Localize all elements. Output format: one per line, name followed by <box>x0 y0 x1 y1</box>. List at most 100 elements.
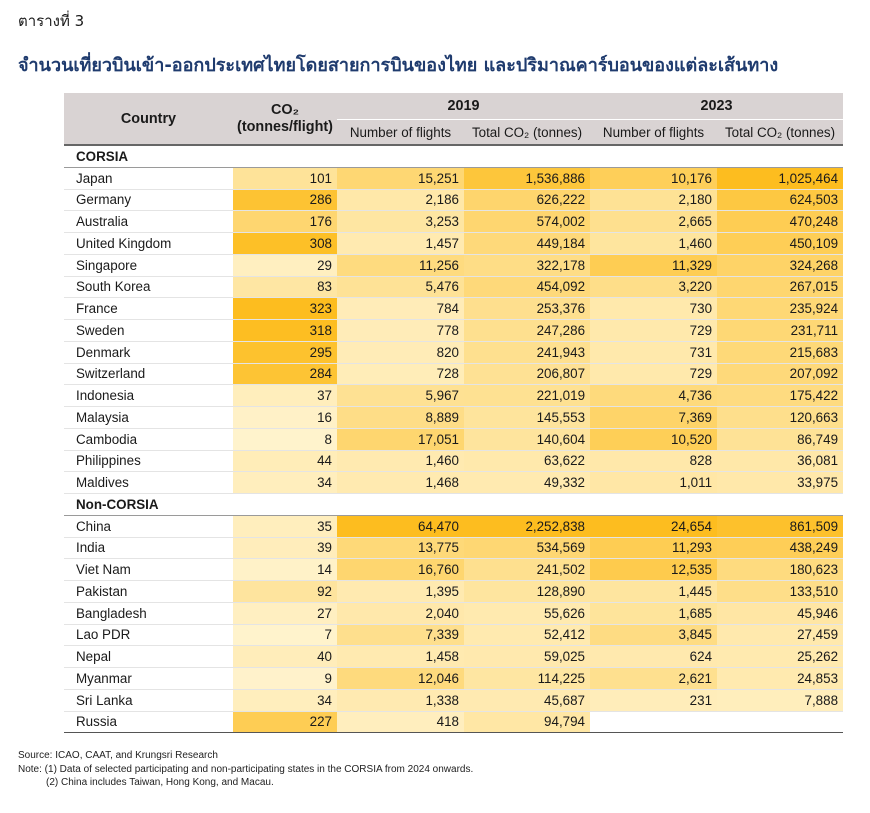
country-cell: Cambodia <box>64 428 233 451</box>
value-cell-t2019: 454,092 <box>464 276 591 299</box>
value-cell-t2023: 86,749 <box>717 428 844 451</box>
table-row: Australia 176 3,253 574,002 2,665 470,248 <box>64 210 844 233</box>
value-cell-f2019: 5,476 <box>337 276 464 299</box>
value-cell-co2: 44 <box>233 450 337 473</box>
value-cell-t2023: 33,975 <box>717 471 844 494</box>
value-cell-t2019: 253,376 <box>464 297 591 320</box>
value-cell-f2023: 729 <box>590 319 718 342</box>
value-cell-f2023: 3,845 <box>590 624 718 647</box>
value-cell-f2019: 8,889 <box>337 406 464 429</box>
value-cell-f2019: 1,338 <box>337 689 464 712</box>
group-label: Non-CORSIA <box>64 493 844 516</box>
table-row: Russia 227 418 94,794 <box>64 711 844 734</box>
value-cell-t2019: 59,025 <box>464 645 591 668</box>
value-cell-f2023: 731 <box>590 341 718 364</box>
value-cell-t2023 <box>717 711 844 734</box>
value-cell-t2019: 1,536,886 <box>464 167 591 190</box>
value-cell-co2: 176 <box>233 210 337 233</box>
table-row: Myanmar 9 12,046 114,225 2,621 24,853 <box>64 667 844 690</box>
group-row: Non-CORSIA <box>64 493 844 516</box>
table-title: จำนวนเที่ยวบินเข้า-ออกประเทศไทยโดยสายการ… <box>18 55 779 76</box>
header-co2-line2: (tonnes/flight) <box>237 118 333 135</box>
value-cell-f2023: 2,665 <box>590 210 718 233</box>
country-cell: Maldives <box>64 471 233 494</box>
value-cell-f2019: 2,186 <box>337 189 464 212</box>
table-row: China 35 64,470 2,252,838 24,654 861,509 <box>64 515 844 538</box>
country-cell: Switzerland <box>64 363 233 386</box>
value-cell-f2023: 2,621 <box>590 667 718 690</box>
header-total-2023: Total CO₂ (tonnes) <box>717 119 844 145</box>
header-co2-line1: CO₂ <box>271 101 299 118</box>
country-cell: Viet Nam <box>64 558 233 581</box>
value-cell-t2019: 2,252,838 <box>464 515 591 538</box>
table-row: Sweden 318 778 247,286 729 231,711 <box>64 319 844 342</box>
value-cell-t2023: 1,025,464 <box>717 167 844 190</box>
country-cell: Sweden <box>64 319 233 342</box>
value-cell-t2019: 63,622 <box>464 450 591 473</box>
value-cell-t2023: 624,503 <box>717 189 844 212</box>
group-row: CORSIA <box>64 143 844 168</box>
header-country: Country <box>64 93 233 145</box>
value-cell-f2019: 820 <box>337 341 464 364</box>
country-cell: France <box>64 297 233 320</box>
value-cell-t2019: 52,412 <box>464 624 591 647</box>
value-cell-t2019: 206,807 <box>464 363 591 386</box>
value-cell-t2019: 94,794 <box>464 711 591 734</box>
value-cell-f2019: 2,040 <box>337 602 464 625</box>
country-cell: China <box>64 515 233 538</box>
table-number-label: ตารางที่ 3 <box>18 12 85 30</box>
value-cell-f2023: 1,011 <box>590 471 718 494</box>
value-cell-f2019: 16,760 <box>337 558 464 581</box>
value-cell-t2023: 324,268 <box>717 254 844 277</box>
value-cell-t2023: 25,262 <box>717 645 844 668</box>
group-label: CORSIA <box>64 143 844 168</box>
value-cell-t2023: 235,924 <box>717 297 844 320</box>
value-cell-f2023: 24,654 <box>590 515 718 538</box>
value-cell-f2023: 1,445 <box>590 580 718 603</box>
value-cell-t2023: 207,092 <box>717 363 844 386</box>
value-cell-co2: 39 <box>233 537 337 560</box>
value-cell-t2023: 215,683 <box>717 341 844 364</box>
value-cell-t2023: 180,623 <box>717 558 844 581</box>
value-cell-co2: 101 <box>233 167 337 190</box>
value-cell-co2: 14 <box>233 558 337 581</box>
value-cell-t2023: 120,663 <box>717 406 844 429</box>
value-cell-f2023: 730 <box>590 297 718 320</box>
value-cell-f2023: 10,520 <box>590 428 718 451</box>
table-row: United Kingdom 308 1,457 449,184 1,460 450,10… <box>64 232 844 255</box>
table-row: Pakistan 92 1,395 128,890 1,445 133,510 <box>64 580 844 603</box>
value-cell-t2023: 7,888 <box>717 689 844 712</box>
country-cell: Denmark <box>64 341 233 364</box>
table-row: Philippines 44 1,460 63,622 828 36,081 <box>64 450 844 473</box>
value-cell-t2019: 114,225 <box>464 667 591 690</box>
value-cell-f2019: 13,775 <box>337 537 464 560</box>
country-cell: Philippines <box>64 450 233 473</box>
country-cell: Pakistan <box>64 580 233 603</box>
value-cell-co2: 9 <box>233 667 337 690</box>
value-cell-t2019: 145,553 <box>464 406 591 429</box>
value-cell-f2023: 11,329 <box>590 254 718 277</box>
table-row: Sri Lanka 34 1,338 45,687 231 7,888 <box>64 689 844 712</box>
value-cell-co2: 7 <box>233 624 337 647</box>
value-cell-t2023: 438,249 <box>717 537 844 560</box>
value-cell-t2023: 450,109 <box>717 232 844 255</box>
note-2: (2) China includes Taiwan, Hong Kong, an… <box>46 777 274 788</box>
value-cell-f2023: 624 <box>590 645 718 668</box>
country-cell: Australia <box>64 210 233 233</box>
header-year-2023: 2023 <box>590 93 844 120</box>
value-cell-co2: 34 <box>233 689 337 712</box>
country-cell: Russia <box>64 711 233 734</box>
value-cell-f2023: 12,535 <box>590 558 718 581</box>
value-cell-f2019: 1,468 <box>337 471 464 494</box>
value-cell-f2023: 2,180 <box>590 189 718 212</box>
table-row: Indonesia 37 5,967 221,019 4,736 175,422 <box>64 384 844 407</box>
value-cell-f2023: 231 <box>590 689 718 712</box>
value-cell-f2019: 1,460 <box>337 450 464 473</box>
country-cell: Germany <box>64 189 233 212</box>
value-cell-f2019: 11,256 <box>337 254 464 277</box>
value-cell-co2: 16 <box>233 406 337 429</box>
value-cell-t2019: 49,332 <box>464 471 591 494</box>
value-cell-t2023: 45,946 <box>717 602 844 625</box>
header-flights-2019: Number of flights <box>337 119 464 145</box>
table-notes: Source: ICAO, CAAT, and Krungsri Researc… <box>18 749 473 790</box>
